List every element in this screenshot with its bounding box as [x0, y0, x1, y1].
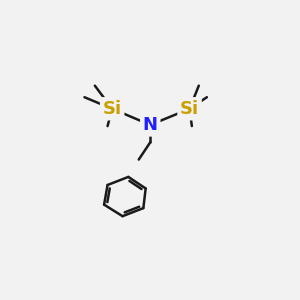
Text: Si: Si: [180, 100, 199, 118]
Text: N: N: [143, 116, 158, 134]
Text: Si: Si: [103, 100, 122, 118]
